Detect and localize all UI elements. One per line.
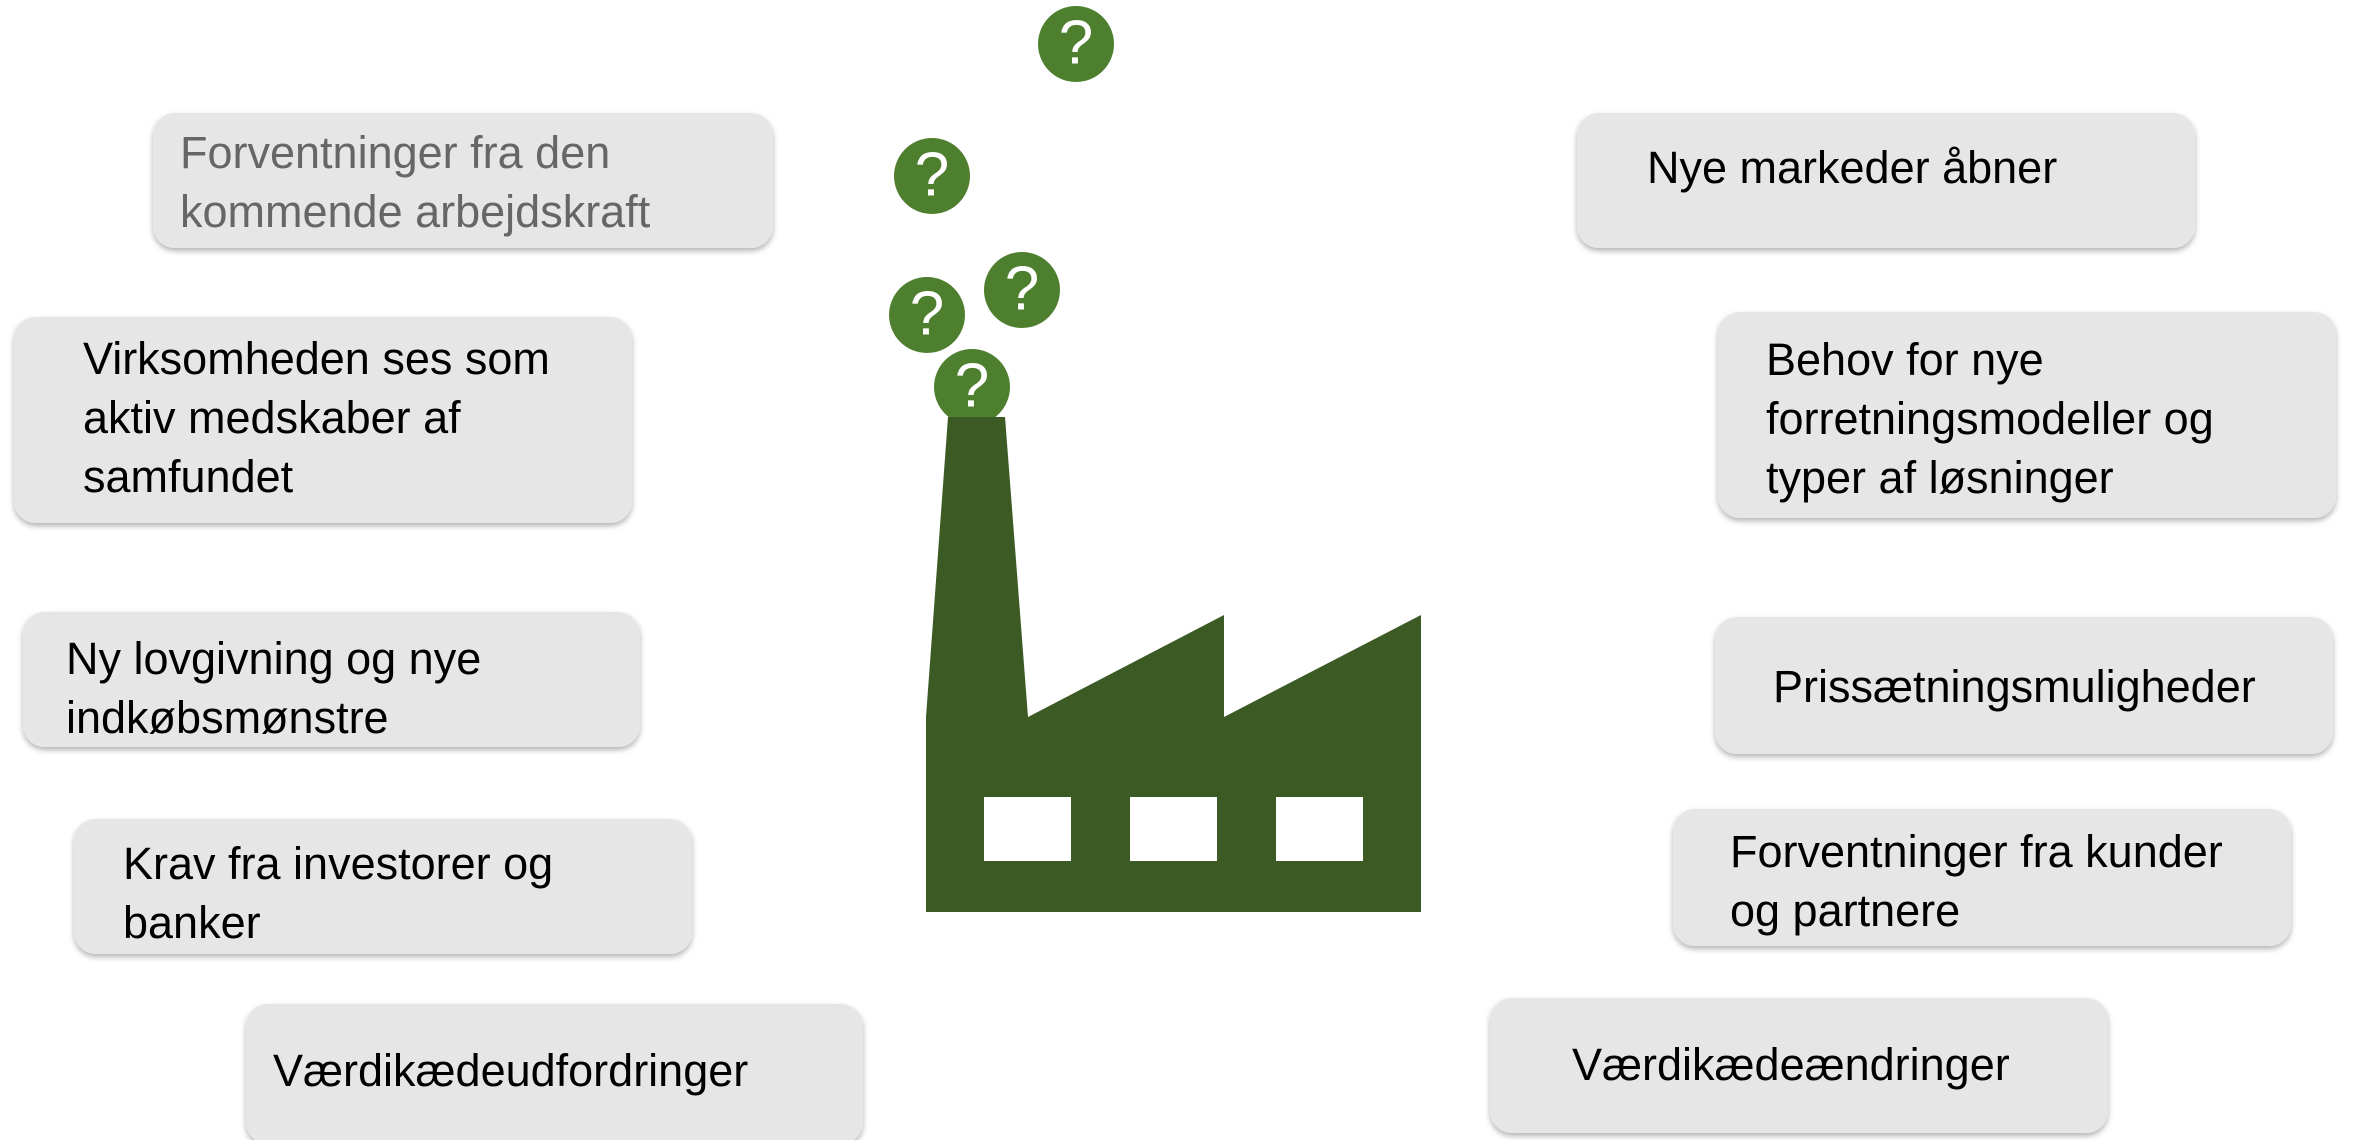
box-text: Værdikædeændringer: [1572, 1039, 2010, 1090]
question-mark: ?: [915, 140, 949, 209]
box-text: Ny lovgivning og nye: [66, 633, 481, 684]
box-text: typer af løsninger: [1766, 452, 2114, 503]
diagram: ????? Forventninger fra den kommende arbe…: [0, 0, 2354, 1140]
box-text: Forventninger fra den: [180, 127, 610, 178]
box-text: Behov for nye: [1766, 334, 2044, 385]
question-mark: ?: [910, 279, 944, 348]
question-mark: ?: [1005, 254, 1039, 323]
text-box: Prissætningsmuligheder: [1715, 617, 2333, 754]
text-box: Behov for nye forretningsmodeller og typer…: [1718, 312, 2336, 518]
box-text: forretningsmodeller og: [1766, 393, 2214, 444]
boxes: Forventninger fra den kommende arbejdskra…: [14, 113, 2336, 1140]
text-box: Forventninger fra kunder og partnere: [1673, 809, 2291, 946]
page: ????? Forventninger fra den kommende arbe…: [0, 0, 2354, 1140]
factory-window: [1276, 797, 1363, 861]
box-text: kommende arbejdskraft: [180, 186, 651, 237]
question-bubbles: ?????: [889, 6, 1114, 425]
box-text: indkøbsmønstre: [66, 692, 389, 743]
question-mark: ?: [1059, 8, 1093, 77]
box-text: Virksomheden ses som: [83, 333, 550, 384]
box-text: samfundet: [83, 451, 294, 502]
box-text: aktiv medskaber af: [83, 392, 461, 443]
box-text: Krav fra investorer og: [123, 838, 553, 889]
box-text: Prissætningsmuligheder: [1773, 661, 2256, 712]
text-box: Ny lovgivning og nye indkøbsmønstre: [23, 612, 640, 747]
box-text: Værdikædeudfordringer: [273, 1045, 748, 1096]
text-box: Forventninger fra den kommende arbejdskra…: [153, 113, 773, 248]
factory: [926, 417, 1421, 912]
box-text: Forventninger fra kunder: [1730, 826, 2223, 877]
factory-window: [1130, 797, 1217, 861]
factory-window: [984, 797, 1071, 861]
box-text: og partnere: [1730, 885, 1960, 936]
text-box: Virksomheden ses som aktiv medskaber af sa…: [14, 317, 632, 523]
box-text: Nye markeder åbner: [1647, 142, 2057, 193]
text-box: Værdikædeudfordringer: [246, 1004, 863, 1140]
box-text: banker: [123, 897, 261, 948]
text-box: Krav fra investorer og banker: [74, 819, 692, 954]
text-box: Værdikædeændringer: [1490, 998, 2108, 1133]
text-box: Nye markeder åbner: [1577, 113, 2195, 248]
question-mark: ?: [955, 351, 989, 420]
